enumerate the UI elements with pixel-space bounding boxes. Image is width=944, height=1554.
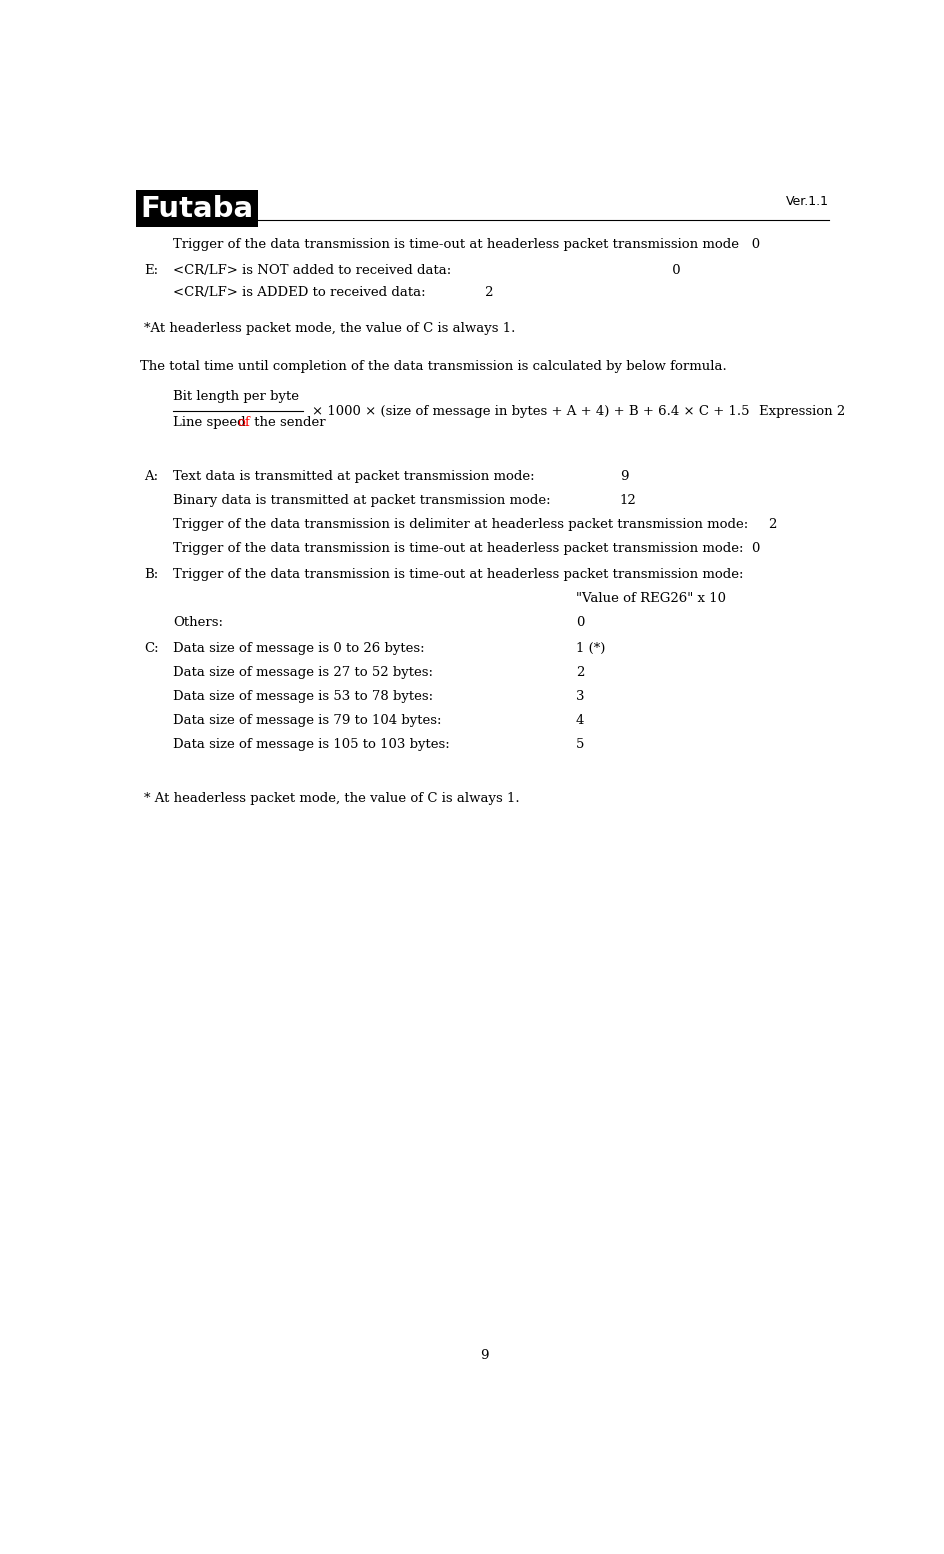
Text: 3: 3 bbox=[575, 690, 583, 704]
Text: *At headerless packet mode, the value of C is always 1.: *At headerless packet mode, the value of… bbox=[143, 322, 514, 334]
Text: "Value of REG26" x 10: "Value of REG26" x 10 bbox=[575, 592, 725, 605]
Text: Binary data is transmitted at packet transmission mode:: Binary data is transmitted at packet tra… bbox=[173, 494, 550, 507]
Text: 4: 4 bbox=[575, 715, 583, 727]
Text: Data size of message is 27 to 52 bytes:: Data size of message is 27 to 52 bytes: bbox=[173, 667, 432, 679]
Text: Ver.1.1: Ver.1.1 bbox=[784, 194, 828, 208]
Text: Data size of message is 79 to 104 bytes:: Data size of message is 79 to 104 bytes: bbox=[173, 715, 441, 727]
Text: <CR/LF> is NOT added to received data:                                          : <CR/LF> is NOT added to received data: bbox=[173, 264, 680, 277]
Text: 1 (*): 1 (*) bbox=[575, 642, 604, 656]
Text: E:: E: bbox=[143, 264, 158, 277]
Text: 5: 5 bbox=[575, 738, 583, 751]
Text: of: of bbox=[237, 416, 250, 429]
Text: Text data is transmitted at packet transmission mode:: Text data is transmitted at packet trans… bbox=[173, 469, 534, 483]
Text: Futaba: Futaba bbox=[140, 194, 253, 222]
Text: Bit length per byte: Bit length per byte bbox=[173, 390, 298, 402]
Text: B:: B: bbox=[143, 569, 158, 581]
Text: the sender: the sender bbox=[249, 416, 326, 429]
Text: * At headerless packet mode, the value of C is always 1.: * At headerless packet mode, the value o… bbox=[143, 793, 519, 805]
Text: 0: 0 bbox=[575, 615, 583, 629]
Text: Trigger of the data transmission is time-out at headerless packet transmission m: Trigger of the data transmission is time… bbox=[173, 238, 759, 250]
Text: 2: 2 bbox=[767, 517, 776, 531]
Text: Others:: Others: bbox=[173, 615, 223, 629]
Text: Data size of message is 53 to 78 bytes:: Data size of message is 53 to 78 bytes: bbox=[173, 690, 432, 704]
Text: Trigger of the data transmission is time-out at headerless packet transmission m: Trigger of the data transmission is time… bbox=[173, 569, 743, 581]
Text: <CR/LF> is ADDED to received data:              2: <CR/LF> is ADDED to received data: 2 bbox=[173, 286, 493, 298]
Text: 9: 9 bbox=[480, 1349, 488, 1361]
Text: 2: 2 bbox=[575, 667, 583, 679]
Text: Expression 2: Expression 2 bbox=[758, 406, 844, 418]
Text: Trigger of the data transmission is time-out at headerless packet transmission m: Trigger of the data transmission is time… bbox=[173, 542, 760, 555]
Text: The total time until completion of the data transmission is calculated by below : The total time until completion of the d… bbox=[140, 361, 726, 373]
Text: × 1000 × (size of message in bytes + A + 4) + B + 6.4 × C + 1.5: × 1000 × (size of message in bytes + A +… bbox=[312, 406, 749, 418]
Text: Trigger of the data transmission is delimiter at headerless packet transmission : Trigger of the data transmission is deli… bbox=[173, 517, 748, 531]
Text: Data size of message is 105 to 103 bytes:: Data size of message is 105 to 103 bytes… bbox=[173, 738, 449, 751]
Text: Line speed: Line speed bbox=[173, 416, 249, 429]
Text: 9: 9 bbox=[619, 469, 628, 483]
Text: Data size of message is 0 to 26 bytes:: Data size of message is 0 to 26 bytes: bbox=[173, 642, 424, 656]
Text: A:: A: bbox=[143, 469, 158, 483]
Text: 12: 12 bbox=[619, 494, 636, 507]
Text: C:: C: bbox=[143, 642, 159, 656]
